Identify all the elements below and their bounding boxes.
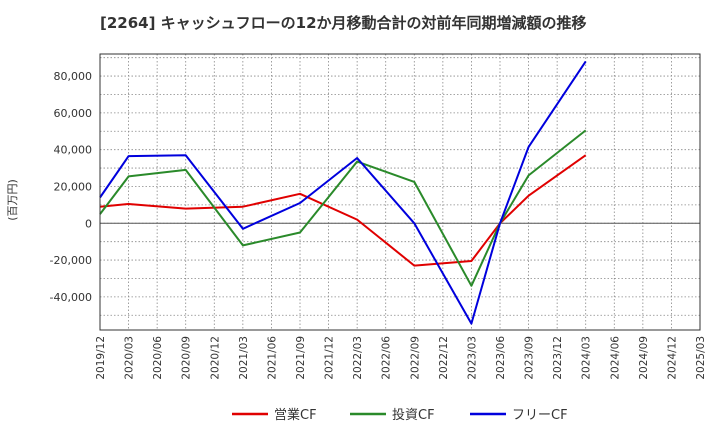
y-tick-label: -20,000 (50, 254, 92, 267)
x-tick-label: 2019/12 (95, 336, 107, 380)
series-line-3 (99, 60, 587, 325)
plot-frame (99, 53, 701, 331)
x-tick-label: 2021/03 (238, 336, 250, 380)
x-tick-label: 2022/03 (352, 336, 364, 380)
x-tick-label: 2023/06 (495, 336, 507, 380)
x-tick-label: 2024/12 (666, 336, 678, 380)
plot-area (100, 54, 700, 330)
x-tick-label: 2020/09 (181, 336, 193, 380)
x-tick-label: 2020/06 (152, 336, 164, 380)
x-tick-label: 2024/03 (581, 336, 593, 380)
series-line-2 (99, 129, 587, 287)
x-tick-label: 2023/03 (466, 336, 478, 380)
chart-title: [2264] キャッシュフローの12か月移動合計の対前年同期増減額の推移 (100, 14, 587, 32)
x-tick-label: 2021/09 (295, 336, 307, 380)
x-tick-label: 2024/09 (638, 336, 650, 380)
x-tick-label: 2023/12 (552, 336, 564, 380)
legend-label: フリーCF (512, 408, 568, 423)
legend: 営業CF 投資CF フリーCF (232, 407, 568, 423)
y-tick-label: 0 (85, 217, 92, 230)
y-tick-label: 20,000 (54, 180, 93, 193)
x-tick-label: 2020/03 (124, 336, 136, 380)
x-tick-labels: 2019/12 2020/03 2020/06 2020/09 2020/12 2021/… (95, 336, 707, 380)
x-tick-label: 2022/06 (381, 336, 393, 380)
x-tick-label: 2024/06 (609, 336, 621, 380)
grid (99, 54, 701, 330)
y-tick-label: 80,000 (54, 70, 93, 83)
y-axis-label: (百万円) (6, 179, 19, 221)
x-tick-label: 2020/12 (209, 336, 221, 380)
x-tick-label: 2022/09 (409, 336, 421, 380)
x-tick-label: 2021/06 (266, 336, 278, 380)
y-tick-label: 60,000 (54, 107, 93, 120)
legend-label: 営業CF (274, 407, 317, 423)
y-tick-label: 40,000 (54, 144, 93, 157)
x-tick-label: 2022/12 (438, 336, 450, 380)
series-lines (99, 60, 587, 325)
x-tick-label: 2021/12 (324, 336, 336, 380)
y-tick-label: -40,000 (50, 291, 92, 304)
legend-label: 投資CF (392, 407, 435, 423)
x-tick-label: 2025/03 (695, 336, 707, 380)
x-tick-label: 2023/09 (524, 336, 536, 380)
y-tick-labels: -40,000 -20,000 0 20,000 40,000 60,000 80,000 (50, 70, 92, 304)
series-line-1 (99, 154, 587, 267)
